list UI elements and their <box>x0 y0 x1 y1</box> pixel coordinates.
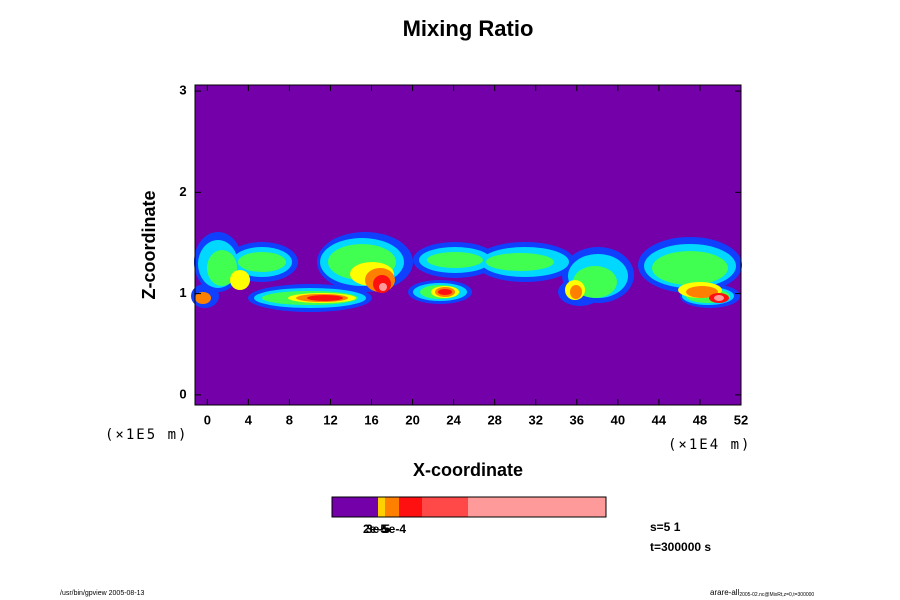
x-tick-label: 8 <box>286 412 293 427</box>
x-tick-label: 4 <box>245 412 253 427</box>
colorbar-segment <box>399 497 422 517</box>
x-tick-label: 36 <box>570 412 584 427</box>
colorbar-segment <box>422 497 468 517</box>
x-tick-label: 12 <box>323 412 337 427</box>
colorbar-segment <box>378 497 385 517</box>
x-tick-label: 24 <box>446 412 461 427</box>
y-unit: (×1E5 m) <box>105 427 188 443</box>
colorbar-frame <box>331 496 607 518</box>
colorbar-segment <box>385 497 399 517</box>
colorbar-segment <box>468 497 606 517</box>
colorbar-label: 3e-5 <box>366 522 390 536</box>
x-tick-label: 52 <box>734 412 748 427</box>
footer-right-sub: 2005-02.nc@MixRt,z=0,t=300000 <box>739 592 814 598</box>
chart-title: Mixing Ratio <box>403 16 534 41</box>
annotation: t=300000 s <box>650 540 711 554</box>
footer-right-main: arare-all <box>710 588 740 597</box>
x-tick-label: 16 <box>364 412 378 427</box>
x-axis-label: X-coordinate <box>413 460 523 480</box>
annotation: s=5 1 <box>650 520 681 534</box>
x-tick-label: 48 <box>693 412 707 427</box>
y-tick-label: 2 <box>179 184 186 199</box>
x-unit: (×1E4 m) <box>668 437 751 453</box>
y-tick-label: 0 <box>179 386 186 401</box>
plot-frame <box>194 84 742 406</box>
y-axis-label: Z-coordinate <box>139 190 159 299</box>
colorbar-label: 5e-4 <box>382 522 406 536</box>
x-tick-label: 32 <box>529 412 543 427</box>
x-tick-label: 0 <box>204 412 211 427</box>
x-tick-label: 20 <box>405 412 419 427</box>
x-tick-label: 40 <box>611 412 625 427</box>
x-tick-label: 28 <box>487 412 501 427</box>
contour-field <box>191 232 742 312</box>
footer-left: /usr/bin/gpview 2005-08-13 <box>60 590 145 597</box>
colorbar-segment <box>332 497 378 517</box>
x-tick-label: 44 <box>652 412 667 427</box>
footer-right: arare-all2005-02.nc@MixRt,z=0,t=300000 <box>710 588 814 598</box>
y-tick-label: 3 <box>179 83 186 98</box>
colorbar-label: 2e-5 <box>363 522 387 536</box>
y-tick-label: 1 <box>179 285 186 300</box>
